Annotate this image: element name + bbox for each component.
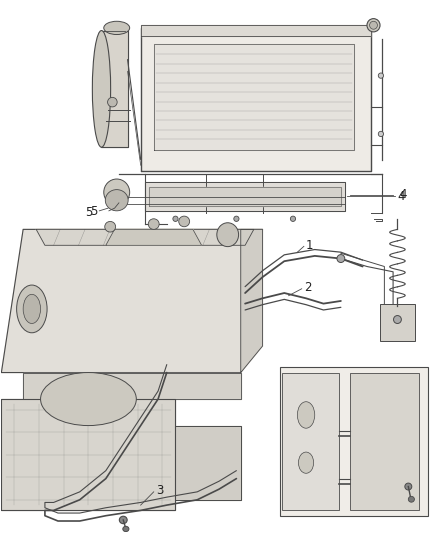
Text: 3: 3 (156, 484, 163, 497)
Ellipse shape (298, 452, 314, 473)
Ellipse shape (297, 402, 315, 428)
Ellipse shape (105, 221, 116, 232)
Text: 4: 4 (397, 190, 405, 203)
Ellipse shape (119, 516, 127, 523)
Ellipse shape (104, 21, 130, 35)
Text: 5: 5 (85, 206, 93, 219)
Polygon shape (1, 229, 262, 373)
FancyBboxPatch shape (282, 373, 339, 511)
Ellipse shape (290, 216, 296, 221)
Polygon shape (23, 373, 241, 399)
Text: 2: 2 (304, 281, 311, 294)
Ellipse shape (17, 285, 47, 333)
Ellipse shape (104, 179, 130, 206)
Ellipse shape (23, 294, 41, 324)
Ellipse shape (41, 373, 136, 425)
Text: 4: 4 (399, 189, 407, 201)
Polygon shape (141, 28, 371, 171)
Ellipse shape (173, 216, 178, 221)
Ellipse shape (148, 219, 159, 229)
Ellipse shape (378, 131, 384, 136)
Polygon shape (106, 229, 201, 245)
Ellipse shape (393, 316, 401, 324)
Polygon shape (102, 30, 127, 147)
Ellipse shape (408, 496, 414, 502)
Ellipse shape (234, 216, 239, 221)
Polygon shape (241, 229, 262, 373)
Text: 1: 1 (306, 239, 314, 252)
Ellipse shape (337, 255, 345, 263)
Ellipse shape (217, 223, 239, 247)
FancyBboxPatch shape (350, 373, 419, 511)
Ellipse shape (367, 19, 380, 32)
Ellipse shape (92, 30, 111, 147)
Ellipse shape (405, 483, 412, 490)
Polygon shape (154, 44, 354, 150)
Polygon shape (145, 182, 345, 211)
FancyBboxPatch shape (380, 304, 415, 341)
Polygon shape (1, 399, 176, 511)
Polygon shape (36, 229, 254, 245)
Ellipse shape (370, 21, 378, 29)
Ellipse shape (179, 216, 190, 227)
Ellipse shape (378, 73, 384, 78)
Text: 5: 5 (90, 205, 97, 218)
Polygon shape (149, 187, 341, 206)
Ellipse shape (108, 98, 117, 107)
Polygon shape (176, 425, 241, 500)
Ellipse shape (105, 190, 128, 211)
FancyBboxPatch shape (280, 367, 428, 516)
Ellipse shape (123, 526, 129, 531)
Polygon shape (141, 25, 371, 36)
